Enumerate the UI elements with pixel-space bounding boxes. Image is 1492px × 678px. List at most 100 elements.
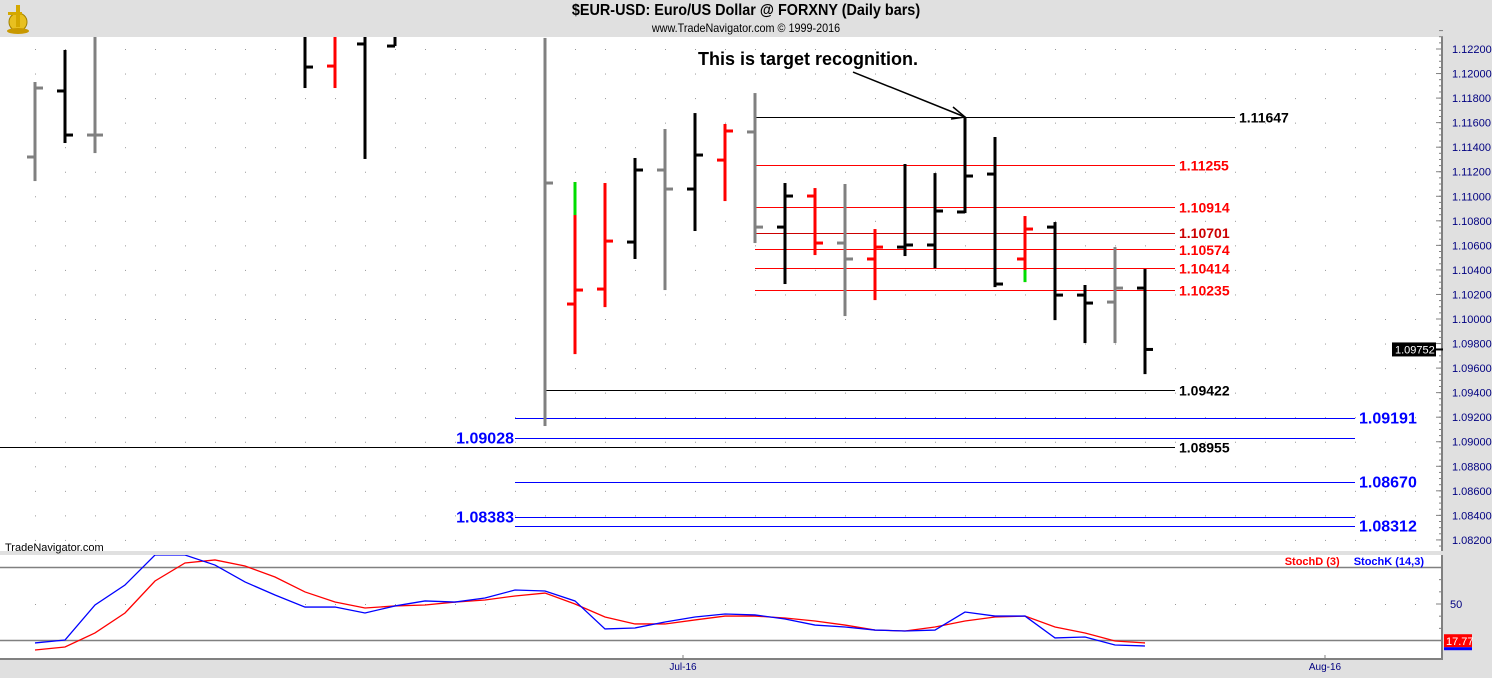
grid-dot — [1085, 539, 1086, 541]
grid-dot — [1115, 539, 1116, 541]
grid-dot — [395, 245, 396, 247]
grid-dot — [995, 98, 996, 100]
grid-dot — [1385, 171, 1386, 173]
grid-dot — [245, 441, 246, 443]
grid-dot — [485, 245, 486, 247]
grid-dot — [425, 122, 426, 124]
grid-dot — [1055, 466, 1056, 468]
grid-dot — [725, 515, 726, 517]
grid-dot — [845, 147, 846, 149]
grid-dot — [605, 466, 606, 468]
grid-dot — [875, 171, 876, 173]
grid-dot — [1415, 269, 1416, 271]
grid-dot — [365, 294, 366, 296]
grid-dot — [725, 417, 726, 419]
stoch-series-stochd — [34, 559, 1146, 651]
ohlc-bar — [717, 123, 733, 202]
grid-dot — [185, 319, 186, 321]
stoch-series-stochk — [34, 554, 1146, 647]
grid-dot — [1415, 466, 1416, 468]
grid-dot — [1145, 220, 1146, 222]
grid-dot — [65, 539, 66, 541]
grid-dot — [605, 392, 606, 394]
grid-dot — [1145, 417, 1146, 419]
grid-dot — [1115, 220, 1116, 222]
grid-dot — [1055, 539, 1056, 541]
grid-dot — [305, 368, 306, 370]
grid-dot — [455, 515, 456, 517]
grid-dot — [35, 441, 36, 443]
grid-dot — [1055, 343, 1056, 345]
grid-dot — [695, 392, 696, 394]
grid-dot — [545, 604, 546, 605]
grid-dot — [1265, 343, 1266, 345]
grid-dot — [275, 392, 276, 394]
grid-dot — [875, 539, 876, 541]
grid-dot — [455, 343, 456, 345]
bar-close-tick — [605, 239, 613, 243]
grid-dot — [1415, 196, 1416, 198]
grid-dot — [935, 539, 936, 541]
grid-dot — [695, 319, 696, 321]
grid-dot — [275, 604, 276, 605]
bar-open-tick — [747, 130, 755, 134]
grid-dot — [965, 604, 966, 605]
grid-dot — [95, 515, 96, 517]
grid-dot — [1205, 171, 1206, 173]
grid-dot — [35, 368, 36, 370]
grid-dot — [1385, 466, 1386, 468]
grid-dot — [935, 98, 936, 100]
grid-dot — [965, 294, 966, 296]
grid-dot — [125, 98, 126, 100]
bar-close-tick — [755, 225, 763, 229]
grid-dot — [275, 245, 276, 247]
grid-dot — [65, 220, 66, 222]
grid-dot — [1085, 515, 1086, 517]
grid-dot — [1115, 368, 1116, 370]
grid-dot — [245, 515, 246, 517]
grid-dot — [95, 417, 96, 419]
grid-dot — [365, 441, 366, 443]
grid-dot — [965, 220, 966, 222]
grid-dot — [515, 294, 516, 296]
grid-dot — [605, 49, 606, 50]
grid-dot — [1235, 441, 1236, 443]
grid-dot — [1355, 319, 1356, 321]
grid-dot — [1055, 604, 1056, 605]
annotation-arrowhead-icon — [950, 106, 967, 120]
bar-open-tick — [27, 155, 35, 159]
y-tick-label: 1.10000 — [1452, 314, 1492, 326]
grid-dot — [455, 466, 456, 468]
grid-dot — [335, 245, 336, 247]
grid-dot — [1325, 73, 1326, 75]
grid-dot — [755, 269, 756, 271]
grid-dot — [1175, 245, 1176, 247]
grid-dot — [65, 604, 66, 605]
grid-dot — [125, 294, 126, 296]
grid-dot — [905, 417, 906, 419]
grid-dot — [485, 220, 486, 222]
grid-dot — [515, 319, 516, 321]
grid-dot — [575, 441, 576, 443]
grid-dot — [455, 49, 456, 50]
grid-dot — [1355, 368, 1356, 370]
grid-dot — [185, 392, 186, 394]
grid-dot — [125, 73, 126, 75]
grid-dot — [455, 269, 456, 271]
grid-dot — [1235, 539, 1236, 541]
grid-dot — [1025, 368, 1026, 370]
bar-open-tick — [57, 89, 65, 93]
grid-dot — [155, 171, 156, 173]
grid-dot — [845, 490, 846, 492]
grid-dot — [1415, 490, 1416, 492]
grid-dot — [695, 245, 696, 247]
grid-dot — [635, 466, 636, 468]
grid-dot — [995, 319, 996, 321]
grid-dot — [335, 515, 336, 517]
grid-dot — [1265, 98, 1266, 100]
grid-dot — [215, 171, 216, 173]
bar-range — [573, 182, 577, 355]
bar-open-tick — [987, 172, 995, 176]
grid-dot — [935, 73, 936, 75]
